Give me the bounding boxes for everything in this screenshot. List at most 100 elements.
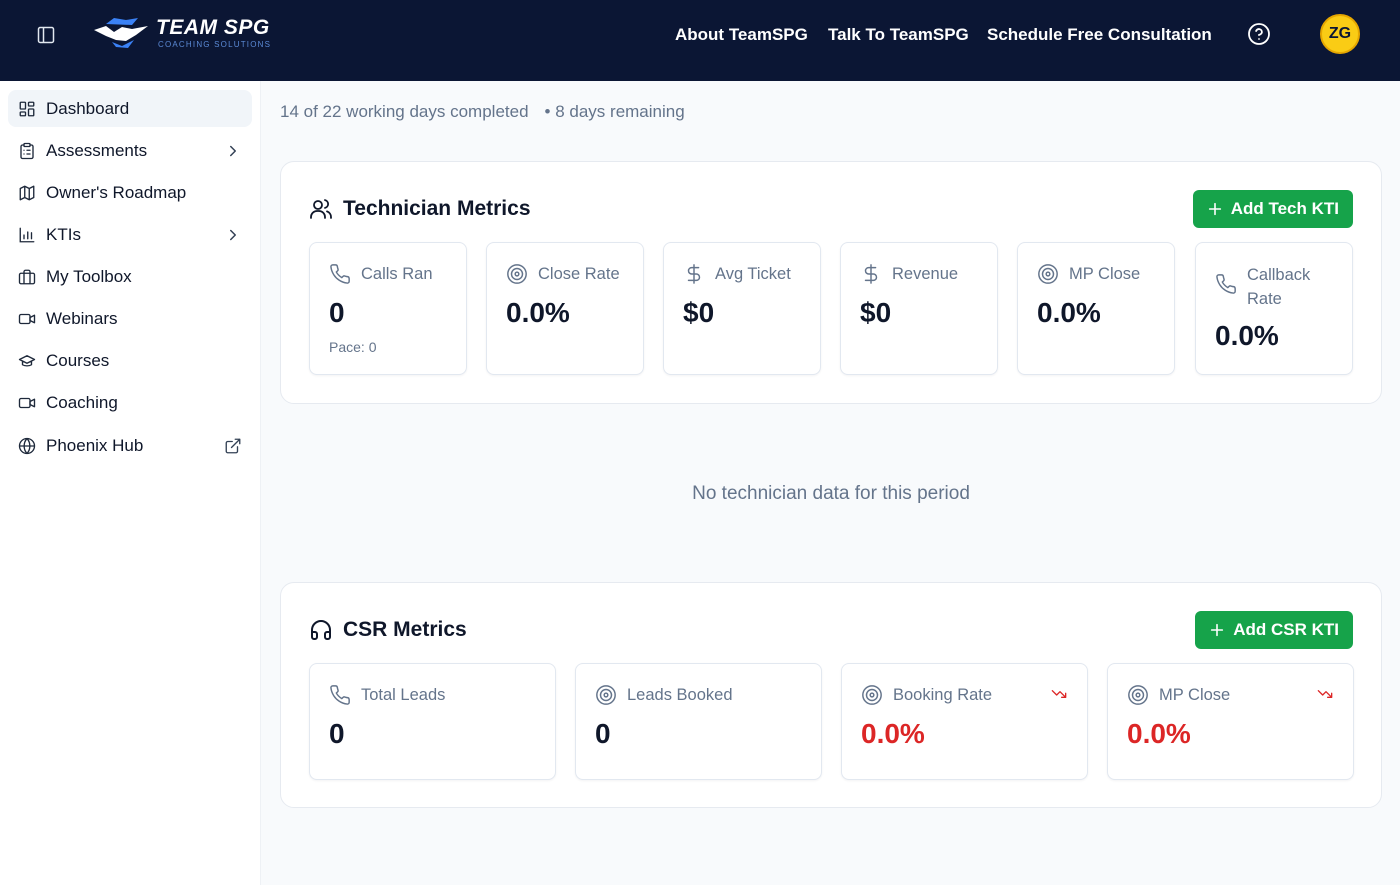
nav-about[interactable]: About TeamSPG [675, 25, 808, 44]
chevron-right-icon[interactable] [224, 142, 242, 160]
chevron-right-icon[interactable] [224, 226, 242, 244]
metric-avg-ticket: Avg Ticket $0 [663, 242, 821, 375]
target-icon [1127, 684, 1149, 706]
add-tech-kti-button[interactable]: Add Tech KTI [1192, 190, 1353, 228]
metric-leads-booked: Leads Booked 0 [575, 663, 822, 780]
dashboard-icon [18, 100, 36, 118]
sidebar-item-label: Webinars [46, 308, 118, 328]
metric-label: Total Leads [361, 686, 446, 704]
team-spg-logo[interactable]: TEAM SPG COACHING SOLUTIONS [92, 16, 271, 50]
headset-icon [309, 618, 333, 642]
add-tech-kti-label: Add Tech KTI [1230, 199, 1339, 218]
briefcase-icon [18, 268, 36, 286]
sidebar-item-label: Coaching [46, 392, 118, 412]
sidebar-item-phoenix-hub[interactable]: Phoenix Hub [8, 427, 252, 464]
sidebar-item-label: Owner's Roadmap [46, 182, 187, 202]
handshake-logo-icon [94, 18, 148, 48]
phone-icon [329, 684, 351, 706]
metric-value: $0 [860, 297, 892, 328]
sidebar-item-label: My Toolbox [46, 266, 132, 286]
metric-label: Calls Ran [361, 265, 433, 283]
metric-label: Callback Rate [1247, 266, 1311, 308]
sidebar-toggle-icon[interactable] [36, 25, 56, 45]
plus-icon [1207, 201, 1223, 217]
metric-label: Revenue [892, 265, 959, 283]
metric-label: MP Close [1159, 686, 1231, 704]
nav-talk[interactable]: Talk To TeamSPG [828, 25, 969, 44]
sidebar-item-label: Phoenix Hub [46, 435, 144, 455]
metric-value: 0.0% [506, 297, 570, 328]
days-completed: 14 of 22 working days completed [280, 102, 529, 121]
metric-value: 0.0% [861, 718, 925, 749]
metric-value: $0 [683, 297, 715, 328]
csr-metrics-card: CSR Metrics Add CSR KTI Total Leads 0 Le… [280, 582, 1382, 808]
metric-value: 0 [595, 718, 611, 749]
empty-state-message: No technician data for this period [692, 483, 970, 504]
external-link-icon[interactable] [224, 437, 242, 455]
metric-label: Close Rate [538, 265, 620, 283]
metric-close-rate: Close Rate 0.0% [486, 242, 644, 375]
metric-label: Booking Rate [893, 686, 993, 704]
csr-metrics-header: CSR Metrics [309, 618, 467, 642]
target-icon [506, 263, 528, 285]
sidebar-item-dashboard[interactable]: Dashboard [8, 90, 252, 127]
csr-metrics-title: CSR Metrics [343, 618, 467, 641]
top-header: TEAM SPG COACHING SOLUTIONS About TeamSP… [0, 0, 1400, 81]
plus-icon [1209, 622, 1225, 638]
metric-csr-mp-close: MP Close 0.0% [1107, 663, 1354, 780]
sidebar: Dashboard Assessments Owner's Roadmap KT… [0, 81, 261, 885]
sidebar-item-webinars[interactable]: Webinars [8, 300, 252, 337]
sidebar-item-owners-roadmap[interactable]: Owner's Roadmap [8, 174, 252, 211]
target-icon [861, 684, 883, 706]
add-csr-kti-button[interactable]: Add CSR KTI [1195, 611, 1353, 649]
clipboard-icon [18, 142, 36, 160]
metric-pace: Pace: 0 [329, 339, 377, 355]
user-avatar[interactable]: ZG [1320, 14, 1360, 54]
metric-label: Avg Ticket [715, 265, 791, 283]
days-remaining: • 8 days remaining [544, 102, 685, 121]
logo-title: TEAM SPG [156, 16, 270, 39]
metric-value: 0.0% [1215, 320, 1279, 351]
trending-down-icon [1049, 686, 1069, 702]
dollar-icon [683, 263, 705, 285]
sidebar-item-label: Assessments [46, 140, 148, 160]
sidebar-item-courses[interactable]: Courses [8, 342, 252, 379]
phone-icon [329, 263, 351, 285]
video-icon [18, 394, 36, 412]
target-icon [595, 684, 617, 706]
metric-value: 0 [329, 718, 345, 749]
metric-mp-close: MP Close 0.0% [1017, 242, 1175, 375]
map-icon [18, 184, 36, 202]
sidebar-item-label: Dashboard [46, 98, 130, 118]
metric-calls-ran: Calls Ran 0 Pace: 0 [309, 242, 467, 375]
metric-value: 0.0% [1037, 297, 1101, 328]
metric-total-leads: Total Leads 0 [309, 663, 556, 780]
metric-label: MP Close [1069, 265, 1141, 283]
technician-metrics-header: Technician Metrics [309, 197, 531, 221]
metric-label: Leads Booked [627, 686, 733, 704]
sidebar-item-label: Courses [46, 350, 110, 370]
metric-value: 0.0% [1127, 718, 1191, 749]
help-circle-icon[interactable] [1247, 22, 1271, 46]
sidebar-item-assessments[interactable]: Assessments [8, 132, 252, 169]
sidebar-item-ktis[interactable]: KTIs [8, 216, 252, 253]
metric-value: 0 [329, 297, 345, 328]
sidebar-item-coaching[interactable]: Coaching [8, 384, 252, 421]
globe-icon [18, 437, 36, 455]
phone-icon [1215, 273, 1237, 295]
trending-down-icon [1315, 686, 1335, 702]
metric-callback-rate: Callback Rate 0.0% [1195, 242, 1353, 375]
add-csr-kti-label: Add CSR KTI [1233, 620, 1339, 639]
sidebar-item-my-toolbox[interactable]: My Toolbox [8, 258, 252, 295]
technician-metrics-title: Technician Metrics [343, 197, 531, 220]
period-progress: 14 of 22 working days completed • 8 days … [280, 102, 685, 122]
metric-revenue: Revenue $0 [840, 242, 998, 375]
technician-metrics-card: Technician Metrics Add Tech KTI Calls Ra… [280, 161, 1382, 404]
avatar-initials: ZG [1328, 25, 1352, 42]
users-icon [309, 197, 333, 221]
dollar-icon [860, 263, 882, 285]
metric-booking-rate: Booking Rate 0.0% [841, 663, 1088, 780]
nav-schedule[interactable]: Schedule Free Consultation [987, 25, 1212, 44]
logo-subtitle: COACHING SOLUTIONS [158, 40, 272, 49]
sidebar-item-label: KTIs [46, 224, 81, 244]
